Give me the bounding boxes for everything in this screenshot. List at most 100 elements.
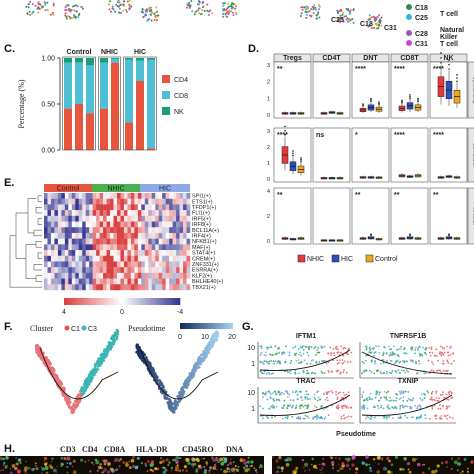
expression-point [385,391,388,394]
microscopy-signal [163,466,166,469]
heatmap-cell [110,193,114,199]
heatmap-cell [57,232,62,239]
expression-point [448,391,450,394]
heatmap-cell [117,232,121,239]
heatmap-cell [176,193,180,199]
expression-point [309,363,312,365]
expression-point [263,354,266,356]
heatmap-cell [148,284,152,291]
expression-point [287,415,289,418]
pseudotime-point [158,379,161,382]
heatmap-cell [151,250,156,256]
heatmap-cell [127,261,132,268]
row-strip [467,187,474,245]
y-tick-label: 0.00 [41,148,55,155]
legend-swatch [162,91,170,99]
heatmap-cell [71,278,76,285]
cluster-point [82,391,85,394]
expression-point [386,405,389,408]
expression-point [434,414,436,417]
expression-point [395,392,397,395]
group-label: NHIC [107,186,124,193]
heatmap-cell [61,244,66,251]
expression-point [307,372,310,374]
heatmap-cell [78,238,83,245]
outlier [378,101,380,104]
expression-point [430,393,433,395]
pseudotime-scale-step [213,323,216,329]
expression-point [281,351,283,354]
umap-point [195,10,198,13]
heatmap-cell [44,215,48,222]
gene-label: SPI1(+) [192,194,211,200]
expression-point [386,372,388,375]
expression-point [342,362,344,365]
legend-swatch [162,75,170,83]
pseudotime-point [205,351,209,355]
microscopy-signal [237,465,240,468]
heatmap-cell [103,232,107,239]
umap-point [348,12,351,15]
expression-point [295,352,297,355]
expression-point [440,417,443,420]
expression-point [268,407,271,410]
expression-point [388,345,390,348]
cluster-point [65,395,68,399]
heatmap-cell [68,227,73,234]
heatmap-cell [172,267,177,274]
heatmap-cell [82,227,86,234]
scale-step [159,298,163,305]
heatmap-cell [169,267,173,274]
umap-point [318,4,320,6]
scale-step [87,298,91,305]
expression-point [345,371,348,374]
pseudotime-point [139,355,142,358]
expression-point [391,406,394,409]
expression-point [336,396,339,399]
heatmap-cell [106,193,111,199]
expression-point [365,360,367,362]
expression-point [313,396,316,399]
heatmap-cell [158,272,163,279]
expression-point [303,359,306,362]
pseudotime-scale-step [191,323,194,329]
heatmap-cell [155,278,159,285]
heatmap-cell [130,227,135,234]
heatmap-cell [137,255,142,262]
cluster-point [103,350,106,354]
microscopy-signal [394,455,398,459]
expression-point [442,354,445,356]
cluster-point [114,331,118,335]
microscopy-signal [192,466,194,468]
umap-point [376,15,379,18]
heatmap-cell [64,272,69,279]
expression-point [399,405,402,408]
umap-point [51,12,54,14]
legend-dot-c25 [406,14,412,20]
expression-point [418,360,420,362]
heatmap-cell [103,261,107,268]
heatmap-cell [158,232,163,239]
umap-point [201,9,204,12]
scale-step [75,298,79,305]
heatmap-cell [120,193,125,199]
expression-point [350,406,353,409]
microscopy-signal [275,459,279,463]
outlier [448,63,450,66]
heatmap-cell [110,204,114,211]
heatmap-cell [57,210,62,217]
pseudotime-scale-step [182,323,185,329]
heatmap-cell [96,210,100,217]
heatmap-cell [47,244,52,251]
expression-point [386,418,388,420]
heatmap-cell [144,227,149,234]
scale-step [95,298,100,305]
expression-point [402,359,404,362]
microscopy-signal [338,463,340,465]
expression-point [297,359,300,361]
heatmap-cell [158,261,163,268]
expression-point [371,347,373,350]
expression-point [274,353,277,356]
expression-point [400,416,402,419]
heatmap-cell [57,272,62,279]
